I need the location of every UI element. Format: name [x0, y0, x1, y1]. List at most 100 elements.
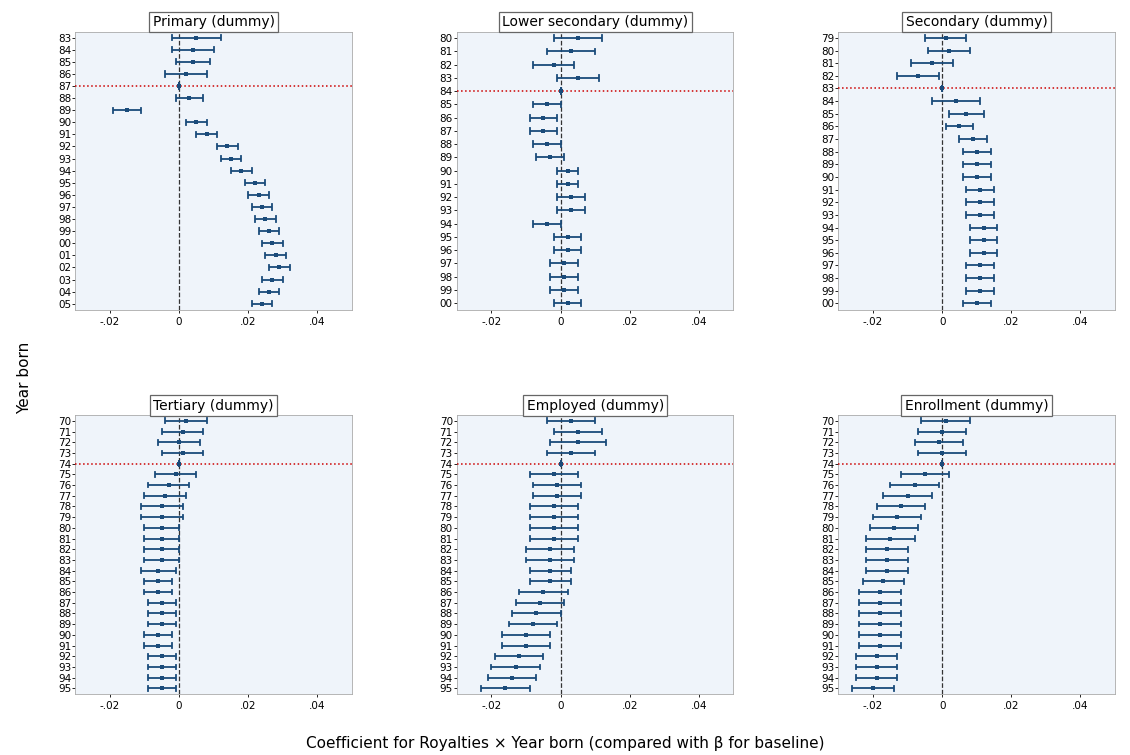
Bar — [76, 448, 351, 458]
Text: Year born: Year born — [17, 341, 33, 414]
Bar — [838, 234, 1115, 247]
Bar — [457, 257, 733, 270]
Bar — [457, 651, 733, 661]
Bar — [838, 555, 1115, 565]
Title: Primary (dummy): Primary (dummy) — [153, 15, 275, 29]
Bar — [838, 597, 1115, 608]
Bar — [457, 640, 733, 651]
Bar — [457, 683, 733, 694]
Bar — [838, 208, 1115, 221]
Bar — [457, 297, 733, 310]
Title: Lower secondary (dummy): Lower secondary (dummy) — [502, 15, 688, 29]
Bar — [838, 661, 1115, 672]
Bar — [457, 217, 733, 230]
Bar — [76, 128, 351, 140]
Bar — [457, 230, 733, 244]
Bar — [457, 177, 733, 190]
Bar — [457, 672, 733, 683]
Bar — [76, 490, 351, 501]
Bar — [76, 437, 351, 448]
Bar — [76, 661, 351, 672]
Bar — [76, 44, 351, 56]
Bar — [457, 98, 733, 111]
Bar — [457, 85, 733, 98]
Bar — [76, 32, 351, 44]
Bar — [838, 426, 1115, 437]
Bar — [76, 225, 351, 237]
Bar — [838, 247, 1115, 259]
Bar — [838, 120, 1115, 133]
Bar — [457, 45, 733, 58]
Bar — [838, 501, 1115, 512]
Bar — [838, 57, 1115, 69]
Bar — [457, 555, 733, 565]
Bar — [76, 116, 351, 128]
Bar — [838, 32, 1115, 45]
Bar — [76, 80, 351, 92]
Bar — [76, 565, 351, 576]
Bar — [76, 501, 351, 512]
Bar — [76, 165, 351, 177]
Bar — [457, 565, 733, 576]
Bar — [76, 92, 351, 104]
Bar — [457, 190, 733, 204]
Bar — [76, 522, 351, 533]
Bar — [76, 479, 351, 490]
Bar — [76, 213, 351, 225]
Bar — [838, 512, 1115, 522]
Bar — [76, 140, 351, 153]
Bar — [838, 437, 1115, 448]
Bar — [76, 261, 351, 273]
Bar — [457, 111, 733, 125]
Bar — [457, 469, 733, 479]
Bar — [457, 448, 733, 458]
Bar — [457, 125, 733, 137]
Bar — [76, 630, 351, 640]
Bar — [76, 533, 351, 544]
Bar — [76, 651, 351, 661]
Bar — [838, 69, 1115, 82]
Bar — [838, 221, 1115, 234]
Bar — [76, 512, 351, 522]
Bar — [838, 522, 1115, 533]
Bar — [838, 587, 1115, 597]
Bar — [457, 270, 733, 283]
Bar — [76, 458, 351, 469]
Bar — [838, 297, 1115, 310]
Bar — [457, 512, 733, 522]
Title: Enrollment (dummy): Enrollment (dummy) — [905, 399, 1049, 413]
Bar — [838, 640, 1115, 651]
Bar — [76, 297, 351, 310]
Bar — [838, 45, 1115, 57]
Bar — [76, 469, 351, 479]
Bar — [838, 479, 1115, 490]
Bar — [76, 285, 351, 297]
Bar — [838, 196, 1115, 208]
Bar — [838, 158, 1115, 171]
Bar — [457, 71, 733, 85]
Bar — [457, 576, 733, 587]
Bar — [457, 426, 733, 437]
Bar — [76, 555, 351, 565]
Bar — [457, 32, 733, 45]
Bar — [457, 522, 733, 533]
Bar — [76, 189, 351, 201]
Bar — [76, 177, 351, 189]
Bar — [457, 608, 733, 619]
Title: Tertiary (dummy): Tertiary (dummy) — [154, 399, 273, 413]
Bar — [838, 651, 1115, 661]
Bar — [457, 58, 733, 71]
Bar — [457, 619, 733, 630]
Bar — [838, 183, 1115, 196]
Bar — [76, 68, 351, 80]
Bar — [457, 501, 733, 512]
Bar — [838, 107, 1115, 120]
Bar — [838, 565, 1115, 576]
Bar — [457, 244, 733, 257]
Bar — [457, 479, 733, 490]
Bar — [838, 533, 1115, 544]
Bar — [76, 201, 351, 213]
Bar — [457, 204, 733, 217]
Bar — [457, 437, 733, 448]
Bar — [838, 82, 1115, 95]
